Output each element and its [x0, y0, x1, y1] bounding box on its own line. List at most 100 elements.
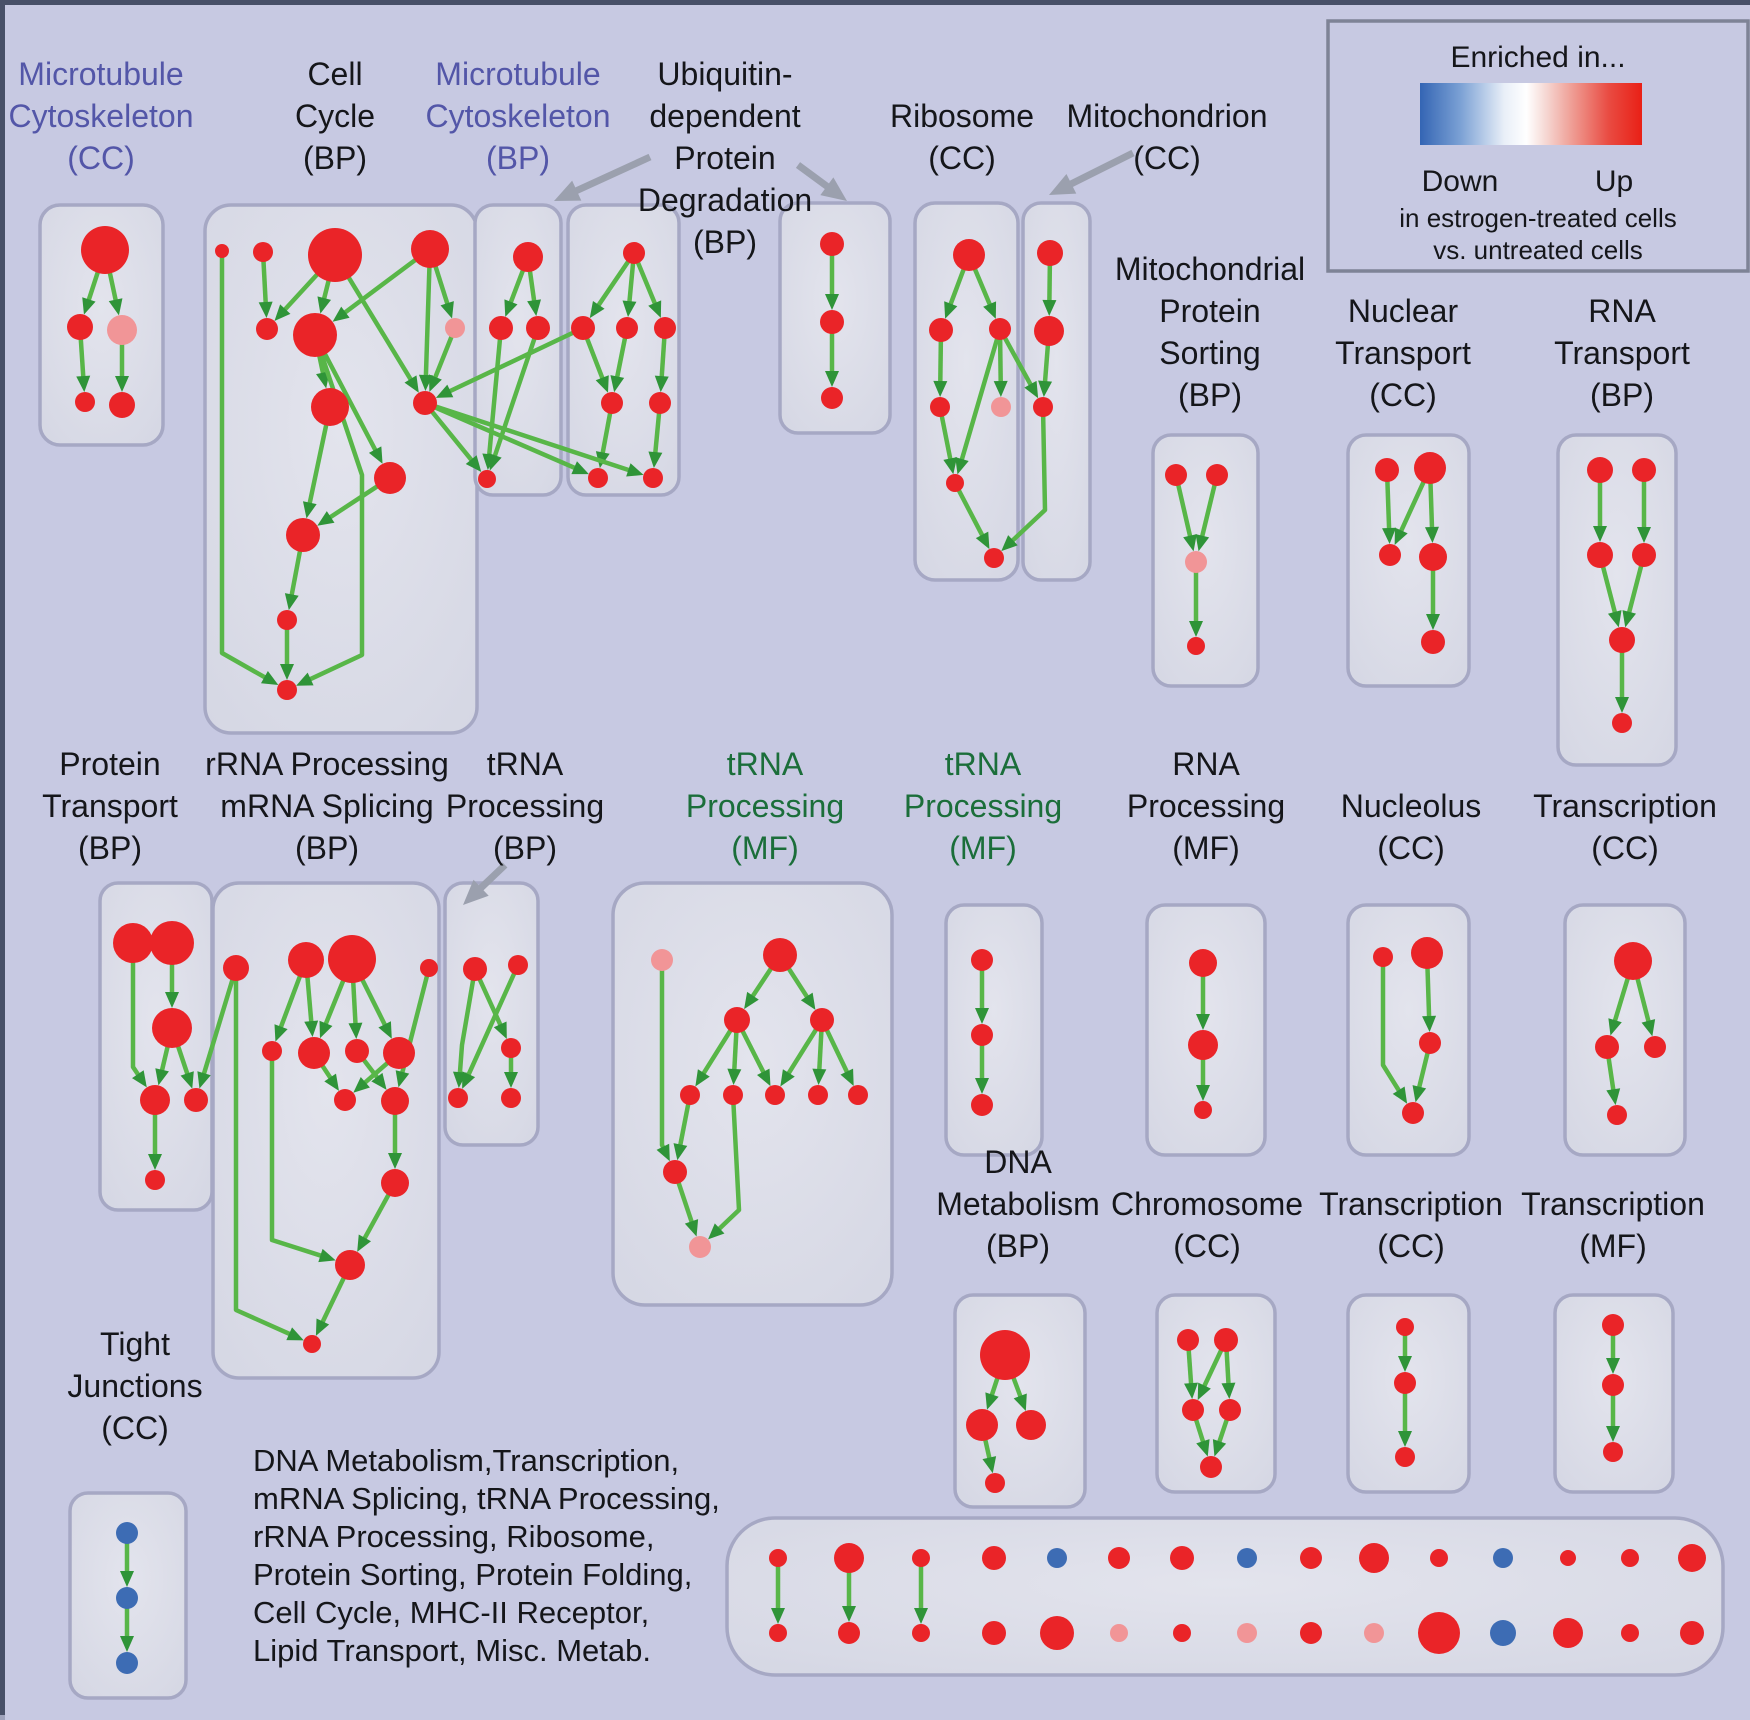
ribosome-cc-node-4	[991, 397, 1011, 417]
ubiquitin-degradation-box-2-node-2	[821, 387, 843, 409]
trna-processing-bp-node-3	[448, 1088, 468, 1108]
transcription-cc-row2-label-line-1: (CC)	[1591, 830, 1659, 866]
dna-metabolism-bp-node-1	[966, 1409, 998, 1441]
cell-cycle-bp-node-8	[413, 391, 437, 415]
rna-processing-mf-label-line-0: RNA	[1172, 746, 1240, 782]
mitochondrion-cc-node-2	[1033, 397, 1053, 417]
trna-processing-mf-large-node-0	[651, 949, 673, 971]
ribosome-cc-node-3	[930, 397, 950, 417]
trna-processing-mf-large-node-6	[765, 1085, 785, 1105]
mitochondrial-protein-sorting-bp-label-line-3: (BP)	[1178, 377, 1242, 413]
free-label-line-1: dependent	[649, 98, 800, 134]
cell-cycle-bp-node-2	[308, 228, 362, 282]
cell-cycle-bp-node-5	[293, 313, 337, 357]
trna-processing-mf-large-label-line-0: tRNA	[727, 746, 804, 782]
trna-processing-bp-node-0	[463, 957, 487, 981]
mitochondrial-protein-sorting-bp-label-line-0: Mitochondrial	[1115, 251, 1305, 287]
protein-transport-bp-label-line-2: (BP)	[78, 830, 142, 866]
rna-transport-bp-node-2	[1587, 542, 1613, 568]
edge-arrow	[656, 960, 670, 1162]
nucleolus-cc-node-3	[1402, 1102, 1424, 1124]
misc-bottom-strip-node-17	[912, 1624, 930, 1642]
edge-arrow	[424, 400, 589, 475]
microtubule-cytoskeleton-bp-node-0	[513, 242, 543, 272]
transcription-mf-node-1	[1602, 1374, 1624, 1396]
trna-processing-mf-small-box	[944, 903, 1044, 1157]
misc-bottom-strip-node-13	[1621, 1549, 1639, 1567]
misc-bottom-strip-node-8	[1300, 1547, 1322, 1569]
ribosome-cc-node-2	[989, 318, 1011, 340]
edge-arrow	[130, 943, 147, 1088]
microtubule-cytoskeleton-cc-label-line-2: (CC)	[67, 140, 135, 176]
rrna-processing-mrna-splicing-bp-node-11	[335, 1250, 365, 1280]
rna-processing-mf-label-line-2: (MF)	[1172, 830, 1240, 866]
nucleolus-cc-node-2	[1419, 1032, 1441, 1054]
legend-subtitle-2: vs. untreated cells	[1433, 235, 1643, 265]
edge-arrow	[955, 328, 1003, 475]
ubiquitin-degradation-box-1-node-2	[616, 317, 638, 339]
edge-arrow	[1380, 957, 1408, 1104]
transcription-cc-row3-node-1	[1394, 1372, 1416, 1394]
edge-arrow	[423, 401, 482, 473]
microtubule-cytoskeleton-cc-node-4	[109, 392, 135, 418]
transcription-cc-row3-label-line-1: (CC)	[1377, 1228, 1445, 1264]
transcription-mf-node-2	[1603, 1442, 1623, 1462]
nuclear-transport-cc-label-line-1: Transport	[1335, 335, 1471, 371]
mitochondrion-cc-node-1	[1034, 316, 1064, 346]
transcription-cc-row2-node-0	[1614, 942, 1652, 980]
chromosome-cc-node-4	[1200, 1456, 1222, 1478]
cell-cycle-bp-label-line-1: Cycle	[295, 98, 375, 134]
misc-bottom-strip-node-20	[1110, 1624, 1128, 1642]
ubiquitin-degradation-box-1-node-1	[571, 316, 595, 340]
edge-arrow	[708, 1094, 742, 1240]
rrna-processing-mrna-splicing-bp-node-12	[303, 1335, 321, 1353]
misc-bottom-strip-node-27	[1553, 1618, 1583, 1648]
trna-processing-mf-small-node-0	[971, 949, 993, 971]
rna-transport-bp-label-line-0: RNA	[1588, 293, 1656, 329]
rrna-processing-mrna-splicing-bp-node-9	[381, 1087, 409, 1115]
trna-processing-mf-small-label-line-0: tRNA	[945, 746, 1022, 782]
transcription-mf-label-line-0: Transcription	[1521, 1186, 1705, 1222]
cell-cycle-bp-node-10	[286, 518, 320, 552]
transcription-mf-label-line-1: (MF)	[1579, 1228, 1647, 1264]
protein-transport-bp-node-2	[152, 1008, 192, 1048]
misc-bottom-strip-node-18	[982, 1621, 1006, 1645]
misc-bottom-strip-node-22	[1237, 1623, 1257, 1643]
protein-transport-bp-node-1	[150, 921, 194, 965]
trna-processing-mf-large-node-5	[723, 1085, 743, 1105]
edge-arrow	[1001, 406, 1048, 552]
cell-cycle-bp-node-3	[411, 230, 449, 268]
go-enrichment-network-figure: Microtubule Cytoskeleton (CC) Cell Cycle (BP)…	[5, 5, 1750, 1720]
tight-junctions-cc-label-line-2: (CC)	[101, 1410, 169, 1446]
cell-cycle-bp-label-line-2: (BP)	[303, 140, 367, 176]
trna-processing-mf-large-node-9	[663, 1160, 687, 1184]
nuclear-transport-cc-label-line-2: (CC)	[1369, 377, 1437, 413]
nuclear-transport-cc-node-1	[1414, 452, 1446, 484]
microtubule-cytoskeleton-bp-label-line-0: Microtubule	[435, 56, 600, 92]
dna-metabolism-bp-label-line-2: (BP)	[986, 1228, 1050, 1264]
legend-down-label: Down	[1422, 165, 1499, 198]
mitochondrion-cc-label-line-0: Mitochondrion	[1067, 98, 1268, 134]
rna-transport-bp-node-5	[1612, 713, 1632, 733]
ribosome-cc-label-line-0: Ribosome	[890, 98, 1034, 134]
mitochondrial-protein-sorting-bp-node-1	[1206, 464, 1228, 486]
rna-transport-bp-box	[1556, 433, 1678, 767]
rna-transport-bp-node-4	[1609, 627, 1635, 653]
edge-arrow	[233, 968, 304, 1341]
free-label-line-3: Degradation	[638, 182, 812, 218]
misc-bottom-strip-node-25	[1418, 1612, 1460, 1654]
rna-transport-bp-node-3	[1632, 543, 1656, 567]
ribosome-cc-box	[913, 201, 1020, 582]
summary-text-line-5: Lipid Transport, Misc. Metab.	[253, 1633, 651, 1668]
trna-processing-mf-large-node-3	[810, 1008, 834, 1032]
dna-metabolism-bp-box	[953, 1293, 1087, 1509]
nuclear-transport-cc-node-3	[1419, 543, 1447, 571]
cell-cycle-bp-label-line-0: Cell	[307, 56, 362, 92]
protein-transport-bp-node-5	[145, 1170, 165, 1190]
label-pointer-arrow	[795, 162, 847, 202]
trna-processing-mf-large-node-10	[689, 1236, 711, 1258]
rrna-processing-mrna-splicing-bp-node-5	[298, 1037, 330, 1069]
ubiquitin-degradation-box-2-node-1	[820, 310, 844, 334]
ribosome-cc-node-6	[984, 548, 1004, 568]
rna-transport-bp-node-0	[1587, 457, 1613, 483]
